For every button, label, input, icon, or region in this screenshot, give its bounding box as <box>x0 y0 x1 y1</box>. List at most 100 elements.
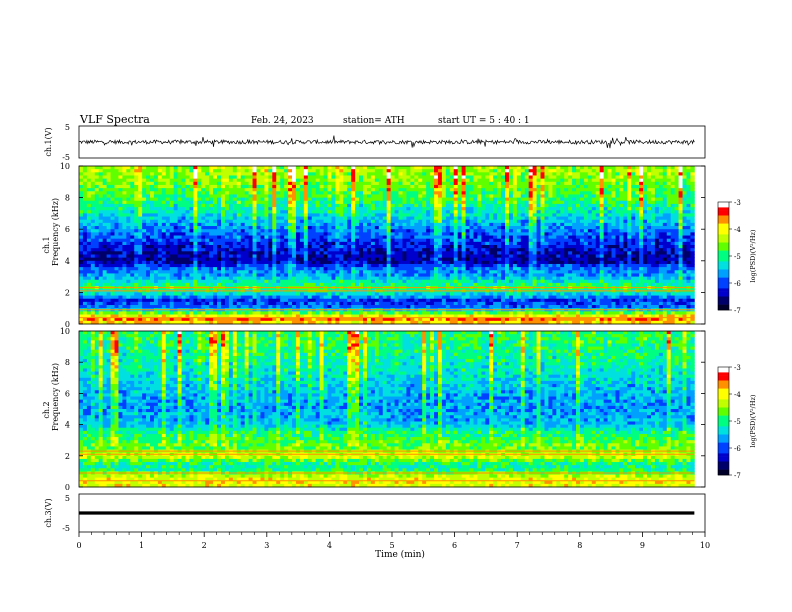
ch1-spectrogram-cell <box>292 238 297 243</box>
ch1-spectrogram-cell <box>623 188 628 192</box>
ch1-spectrogram-cell <box>394 181 399 186</box>
ch1-spectrogram-cell <box>260 226 265 230</box>
ch1-spectrogram-cell <box>390 197 395 202</box>
ch1-spectrogram-cell <box>477 172 482 176</box>
ch1-spectrogram-cell <box>303 238 309 243</box>
ch1-spectrogram-cell <box>548 184 553 189</box>
ch1-spectrogram-cell <box>177 169 182 173</box>
ch1-spectrogram-cell <box>122 232 127 236</box>
ch1-spectrogram-cell <box>157 216 163 221</box>
ch1-spectrogram-cell <box>221 263 226 268</box>
ch1-spectrogram-cell <box>528 257 534 262</box>
ch1-spectrogram-cell <box>221 197 226 202</box>
ch1-spectrogram-cell <box>374 194 380 198</box>
ch1-spectrogram-cell <box>611 207 616 211</box>
ch1-spectrogram-cell <box>643 175 648 180</box>
ch1-spectrogram-cell <box>126 207 131 211</box>
ch1-spectrogram-cell <box>150 229 155 233</box>
ch1-spectrogram-cell <box>150 203 155 208</box>
ch1-spectrogram-cell <box>390 260 395 265</box>
ch1-spectrogram-cell <box>686 200 691 205</box>
ch1-spectrogram-cell <box>153 232 159 236</box>
ch1-spectrogram-cell <box>197 172 202 176</box>
ch1-spectrogram-cell <box>315 200 321 205</box>
ch1-spectrogram-cell <box>260 251 265 255</box>
ch1-spectrogram-cell <box>98 178 104 183</box>
ch1-spectrogram-cell <box>272 178 277 183</box>
ch1-spectrogram-cell <box>406 251 411 255</box>
ch1-spectrogram-cell <box>552 200 557 205</box>
ch1-spectrogram-cell <box>315 232 321 236</box>
ch1-spectrogram-cell <box>118 254 123 259</box>
ch1-spectrogram-cell <box>343 191 348 195</box>
ch1-spectrogram-cell <box>355 197 360 202</box>
ch1-spectrogram-cell <box>319 194 324 198</box>
ch1-spectrogram-cell <box>256 226 261 230</box>
ch1-spectrogram-cell <box>528 207 534 211</box>
ch1-spectrogram-cell <box>347 184 352 189</box>
ch1-spectrogram-cell <box>185 235 190 240</box>
ch1-spectrogram-cell <box>453 216 459 221</box>
ch1-spectrogram-cell <box>260 213 265 217</box>
ch1-spectrogram-cell <box>528 241 534 246</box>
ch1-spectrogram-cell <box>461 257 466 262</box>
ch1-spectrogram-cell <box>126 210 131 214</box>
ch1-spectrogram-cell <box>303 172 309 176</box>
ch1-spectrogram-cell <box>591 229 597 233</box>
ch1-spectrogram-cell <box>248 263 253 268</box>
ch1-spectrogram-cell <box>426 166 431 170</box>
ch1-spectrogram-cell <box>94 175 100 180</box>
ch1-spectrogram-cell <box>366 188 372 192</box>
ch1-spectrogram-cell <box>662 172 668 176</box>
ch1-spectrogram-cell <box>351 175 356 180</box>
ch1-spectrogram-cell <box>579 232 585 236</box>
ch1-spectrogram-cell <box>662 241 668 246</box>
ch1-spectrogram-cell <box>512 175 518 180</box>
ch1-spectrogram-cell <box>481 203 486 208</box>
ch1-spectrogram-cell <box>146 166 151 170</box>
ch1-spectrogram-cell <box>544 263 549 268</box>
ch1-spectrogram-cell <box>288 260 293 265</box>
ch1-spectrogram-cell <box>319 216 324 221</box>
ch1-spectrogram-cell <box>512 251 518 255</box>
ch1-spectrogram-cell <box>240 248 246 252</box>
ch1-spectrogram-cell <box>90 235 96 240</box>
ch1-spectrogram-cell <box>489 245 494 249</box>
ch1-spectrogram-cell <box>217 169 222 173</box>
ch1-spectrogram-cell <box>146 207 151 211</box>
ch1-spectrogram-cell <box>650 181 656 186</box>
ch1-spectrogram-cell <box>540 194 545 198</box>
ch1-spectrogram-cell <box>690 254 695 259</box>
ch1-spectrogram-cell <box>457 169 463 173</box>
ch1-spectrogram-cell <box>260 248 265 252</box>
ch1-spectrogram-cell <box>639 200 644 205</box>
ch1-spectrogram-cell <box>169 194 175 198</box>
ch1-spectrogram-cell <box>165 263 171 268</box>
ch1-spectrogram-cell <box>568 191 573 195</box>
ch1-spectrogram-cell <box>315 254 321 259</box>
ch1-spectrogram-cell <box>493 238 498 243</box>
ch1-spectrogram-cell <box>146 229 151 233</box>
ch1-spectrogram-cell <box>221 191 226 195</box>
ch1-spectrogram-cell <box>193 226 198 230</box>
ch1-spectrogram-cell <box>556 235 561 240</box>
ch1-spectrogram-cell <box>508 235 514 240</box>
ch1-spectrogram-cell <box>118 191 123 195</box>
ch1-spectrogram-cell <box>552 241 557 246</box>
ch1-spectrogram-cell <box>355 216 360 221</box>
ch1-spectrogram-cell <box>315 251 321 255</box>
ch1-spectrogram-cell <box>591 191 597 195</box>
ch1-spectrogram-cell <box>130 232 135 236</box>
ch1-spectrogram-cell <box>177 200 182 205</box>
ch1-spectrogram-cell <box>185 241 190 246</box>
ch1-spectrogram-cell <box>516 232 522 236</box>
ch1-spectrogram-cell <box>635 181 640 186</box>
ch1-spectrogram-cell <box>370 251 376 255</box>
ch1-spectrogram-cell <box>552 166 557 170</box>
ch1-spectrogram-cell <box>576 181 581 186</box>
ch1-spectrogram-cell <box>650 241 656 246</box>
ch1-spectrogram-cell <box>576 241 581 246</box>
ch1-spectrogram-cell <box>469 181 474 186</box>
ch1-spectrogram-cell <box>82 197 88 202</box>
ch1-spectrogram-cell <box>670 188 676 192</box>
